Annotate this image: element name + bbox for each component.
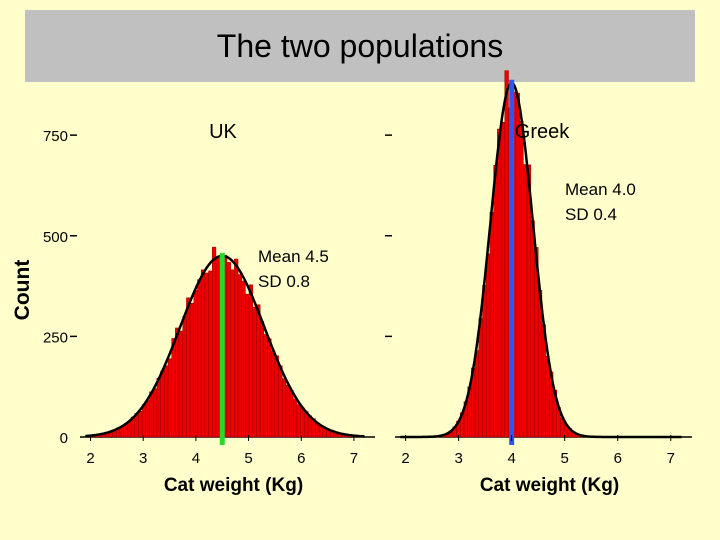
- histogram-bar: [211, 246, 217, 438]
- histogram-bar: [193, 290, 198, 438]
- histogram-bar: [482, 285, 487, 438]
- panel-title: Greek: [515, 121, 570, 143]
- x-axis-label: Cat weight (Kg): [480, 475, 619, 496]
- histogram-bar: [489, 211, 494, 438]
- x-tick-label: 3: [454, 450, 462, 467]
- histogram-bar: [237, 274, 242, 438]
- histogram-bar: [215, 258, 220, 438]
- y-axis-label: Count: [11, 260, 34, 321]
- x-axis-label: Cat weight (Kg): [164, 475, 303, 496]
- histogram-bar: [474, 350, 480, 438]
- distribution-curve: [400, 81, 682, 439]
- histogram-bar: [530, 220, 535, 438]
- y-tick-label: 0: [60, 430, 68, 447]
- histogram-bar: [175, 327, 180, 438]
- histogram-bar: [248, 284, 254, 438]
- histogram-bar: [285, 384, 290, 438]
- distribution-curve: [85, 254, 365, 438]
- histogram-bar: [167, 358, 172, 438]
- histogram-bar: [189, 302, 195, 438]
- histogram-bar: [545, 355, 550, 438]
- histogram-bar: [149, 391, 154, 438]
- x-tick-label: 5: [561, 450, 569, 467]
- histogram-bar: [208, 270, 213, 438]
- histogram-bar: [256, 304, 261, 438]
- x-tick-label: 2: [401, 450, 409, 467]
- slide-title: The two populations: [216, 27, 504, 64]
- histogram-bar: [241, 280, 246, 438]
- y-tick-label: 750: [43, 128, 68, 145]
- histogram-bar: [145, 400, 150, 438]
- histogram-bar: [178, 330, 183, 438]
- histogram-bar: [263, 334, 268, 438]
- histogram-bar: [230, 269, 235, 438]
- x-tick-label: 6: [297, 450, 305, 467]
- histogram-bar: [138, 410, 143, 438]
- histogram-bar: [485, 253, 491, 438]
- histogram-bar: [156, 378, 161, 438]
- histogram-bar: [226, 262, 231, 438]
- histogram-bar: [259, 321, 265, 438]
- histogram-bar: [289, 390, 294, 438]
- histogram-bar: [278, 365, 283, 438]
- histogram-bar: [519, 121, 524, 438]
- y-tick-label: 250: [43, 329, 68, 346]
- histogram-bar: [270, 350, 276, 438]
- annotation-text: SD 0.4: [565, 205, 617, 224]
- x-tick-label: 7: [667, 450, 675, 467]
- histogram-bar: [300, 407, 305, 438]
- histogram-bar: [197, 279, 202, 438]
- x-tick-label: 5: [244, 450, 252, 467]
- histogram-bar: [493, 165, 498, 438]
- annotation-text: SD 0.8: [258, 272, 310, 291]
- histogram-bar: [171, 338, 176, 438]
- annotation-text: Mean 4.0: [565, 180, 636, 199]
- histogram-bar: [200, 269, 206, 438]
- histogram-bar: [267, 338, 272, 438]
- histogram-bar: [127, 421, 132, 438]
- histogram-bar: [296, 404, 301, 438]
- x-tick-label: 3: [139, 450, 147, 467]
- histogram-bar: [204, 272, 209, 438]
- histogram-bar: [274, 355, 279, 438]
- x-tick-label: 4: [192, 450, 200, 467]
- x-tick-label: 6: [614, 450, 622, 467]
- histogram-bar: [252, 306, 257, 438]
- histogram-bar: [293, 398, 298, 438]
- x-tick-label: 4: [508, 450, 516, 467]
- histogram-bar: [478, 318, 483, 438]
- histogram-bar: [500, 122, 506, 438]
- histogram-bar: [152, 388, 158, 438]
- histogram-bar: [160, 370, 165, 438]
- histogram-bar: [186, 297, 191, 438]
- histogram-bar: [234, 258, 239, 438]
- histogram-bar: [523, 164, 528, 438]
- histogram-bar: [164, 365, 169, 438]
- histogram-bar: [504, 70, 509, 438]
- panel-title: UK: [209, 121, 237, 143]
- histogram-bar: [515, 92, 520, 438]
- histogram-bar: [182, 316, 187, 438]
- x-tick-label: 7: [350, 450, 358, 467]
- x-tick-label: 2: [86, 450, 94, 467]
- histogram-bar: [282, 378, 287, 438]
- y-tick-label: 500: [43, 229, 68, 246]
- annotation-text: Mean 4.5: [258, 247, 329, 266]
- histogram-bar: [497, 128, 502, 438]
- histogram-bar: [245, 293, 250, 438]
- histogram-bar: [141, 404, 147, 438]
- title-bar: The two populations: [25, 10, 695, 82]
